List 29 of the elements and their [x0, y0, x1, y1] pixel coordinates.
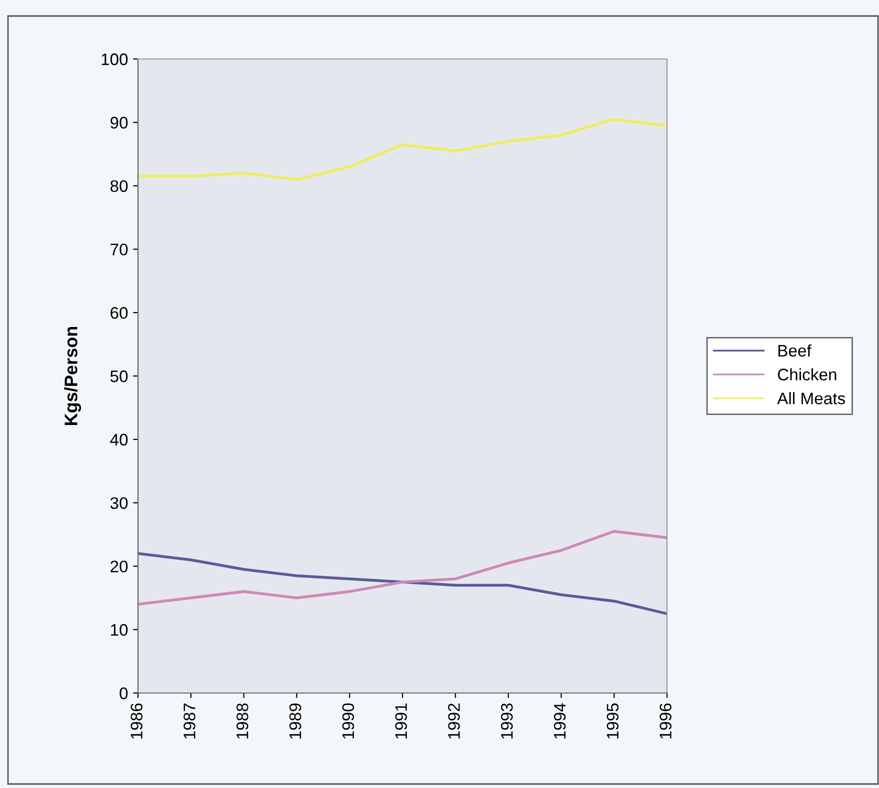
y-tick-label: 70	[110, 244, 128, 256]
y-tick-label: 10	[111, 624, 128, 636]
x-tick-label: 1987	[184, 704, 196, 739]
x-tick-label: 1995	[606, 703, 619, 739]
line-series	[138, 118, 667, 181]
x-tick-label: 1990	[342, 703, 354, 739]
line-series	[138, 530, 667, 606]
x-tick-label: 1988	[236, 703, 248, 739]
line-series	[138, 552, 667, 616]
y-tick-label: 0	[120, 687, 128, 700]
y-tick-label: 50	[110, 370, 128, 382]
legend-label: All Meats	[777, 392, 846, 404]
y-tick-label: 20	[110, 560, 128, 572]
legend-label: Beef	[778, 344, 812, 357]
y-tick-label: 100	[102, 53, 128, 66]
x-tick-label: 1986	[130, 703, 142, 739]
x-tick-label: 1992	[448, 704, 460, 739]
x-tick-label: 1991	[395, 704, 407, 739]
x-tick-label: 1994	[554, 703, 566, 739]
x-tick-label: 1989	[289, 704, 302, 739]
x-tick-label: 1993	[500, 703, 513, 739]
y-tick-label: 80	[110, 180, 128, 192]
y-tick-label: 60	[110, 307, 128, 319]
y-axis-title: Kgs/Person	[64, 326, 82, 425]
y-tick-label: 40	[110, 434, 128, 446]
y-tick-label: 30	[110, 497, 128, 510]
legend-label: Chicken	[778, 368, 836, 380]
x-tick-label: 1996	[660, 703, 672, 739]
y-tick-label: 90	[110, 116, 128, 129]
